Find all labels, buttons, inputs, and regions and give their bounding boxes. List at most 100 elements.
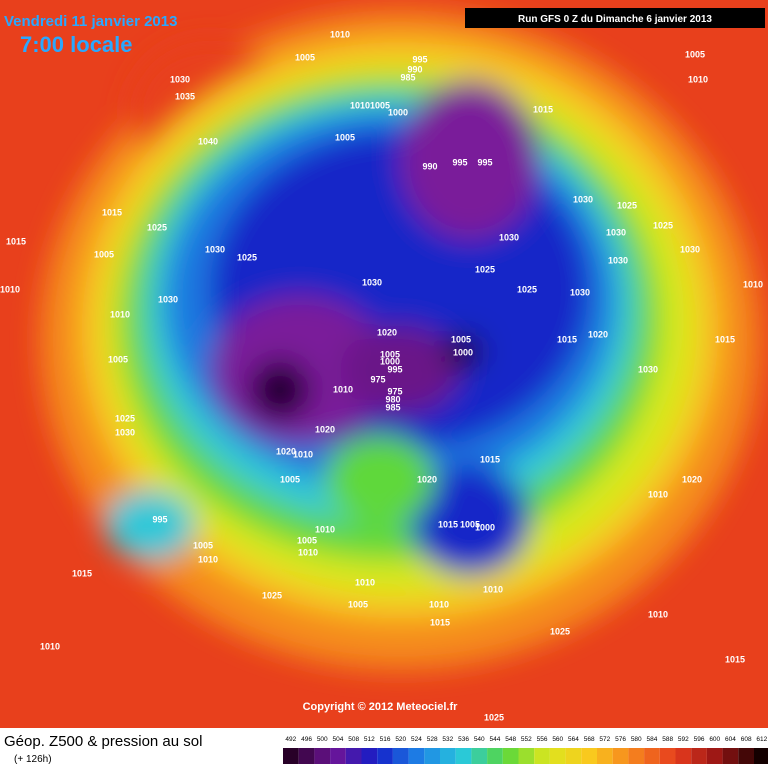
scale-swatch — [361, 748, 378, 764]
pressure-label: 1010 — [648, 489, 668, 499]
pressure-label: 1005 — [460, 519, 480, 529]
pressure-label: 1015 — [72, 568, 92, 578]
pressure-label: 1025 — [262, 590, 282, 600]
scale-swatch — [534, 748, 550, 764]
pressure-label: 1005 — [295, 52, 315, 62]
scale-label: 524 — [411, 736, 422, 743]
scale-label: 572 — [599, 736, 610, 743]
scale-label: 580 — [631, 736, 642, 743]
scale-swatch — [298, 748, 315, 764]
pressure-label: 1025 — [115, 413, 135, 423]
scale-swatch — [549, 748, 566, 764]
scale-swatch — [502, 748, 519, 764]
pressure-label: 1005 — [335, 132, 355, 142]
scale-swatch — [345, 748, 362, 764]
pressure-label: 1025 — [517, 284, 537, 294]
pressure-label: 1025 — [653, 220, 673, 230]
scale-label: 532 — [442, 736, 453, 743]
pressure-label: 1025 — [617, 200, 637, 210]
pressure-label: 1015 — [725, 654, 745, 664]
pressure-label: 975 — [387, 386, 402, 396]
pressure-label: 995 — [387, 364, 402, 374]
pressure-label: 1015 — [480, 454, 500, 464]
pressure-label: 985 — [400, 72, 415, 82]
pressure-label: 975 — [370, 374, 385, 384]
pressure-label: 1010 — [648, 609, 668, 619]
scale-label: 496 — [301, 736, 312, 743]
pressure-label: 1030 — [570, 287, 590, 297]
pressure-label: 1005 — [108, 354, 128, 364]
pressure-label: 1015 — [430, 617, 450, 627]
scale-label: 548 — [505, 736, 516, 743]
pressure-label: 1030 — [115, 427, 135, 437]
scale-label: 504 — [333, 736, 344, 743]
pressure-label: 1005 — [380, 349, 400, 359]
pressure-label: 1015 — [557, 334, 577, 344]
pressure-label: 1005 — [348, 599, 368, 609]
pressure-label: 1020 — [588, 329, 608, 339]
run-info: Run GFS 0 Z du Dimanche 6 janvier 2013 — [518, 14, 712, 25]
pressure-label: 1025 — [147, 222, 167, 232]
pressure-label: 1030 — [608, 255, 628, 265]
pressure-label: 1025 — [484, 712, 504, 722]
pressure-label: 1010 — [355, 577, 375, 587]
scale-label: 556 — [537, 736, 548, 743]
pressure-label: 1015 — [438, 519, 458, 529]
pressure-label: 1010 — [743, 279, 763, 289]
scale-swatch — [455, 748, 472, 764]
scale-swatch — [706, 748, 723, 764]
scale-swatch — [722, 748, 739, 764]
scale-swatch — [644, 748, 660, 764]
pressure-label: 1020 — [682, 474, 702, 484]
pressure-label: 1005 — [297, 535, 317, 545]
pressure-label: 1030 — [606, 227, 626, 237]
pressure-label: 1015 — [102, 207, 122, 217]
run-banner — [465, 8, 765, 28]
pressure-label: 990 — [407, 64, 422, 74]
pressure-label: 1010 — [350, 100, 370, 110]
pressure-label: 1035 — [175, 91, 195, 101]
copyright: Copyright © 2012 Meteociel.fr — [303, 701, 459, 713]
pressure-label: 1030 — [362, 277, 382, 287]
scale-label: 568 — [584, 736, 595, 743]
scale-label: 588 — [662, 736, 673, 743]
pressure-label: 1005 — [370, 100, 390, 110]
pressure-label: 1010 — [40, 641, 60, 651]
valid-date: Vendredi 11 janvier 2013 — [4, 13, 177, 30]
scale-label: 608 — [741, 736, 752, 743]
scale-swatch — [392, 748, 409, 764]
pressure-label: 1020 — [315, 424, 335, 434]
scale-label: 600 — [709, 736, 720, 743]
pressure-label: 1010 — [315, 524, 335, 534]
geopotential-field — [0, 0, 768, 728]
scale-swatch — [675, 748, 692, 764]
scale-swatch — [628, 748, 645, 764]
scale-label: 544 — [490, 736, 501, 743]
pressure-label: 1000 — [475, 522, 495, 532]
scale-label: 596 — [694, 736, 705, 743]
scale-label: 512 — [364, 736, 375, 743]
pressure-label: 1000 — [388, 107, 408, 117]
pressure-label: 1025 — [475, 264, 495, 274]
scale-swatch — [330, 748, 346, 764]
pressure-label: 985 — [385, 402, 400, 412]
pressure-label: 1030 — [573, 194, 593, 204]
color-scale: 492 496 500 504 508 512 516 520 524 528 532 536 540 5… — [283, 736, 768, 764]
pressure-label: 1010 — [298, 547, 318, 557]
scale-swatch — [440, 748, 456, 764]
pressure-label: 995 — [412, 54, 427, 64]
pressure-label: 1005 — [280, 474, 300, 484]
pressure-label: 1000 — [380, 356, 400, 366]
scale-swatch — [691, 748, 707, 764]
scale-label: 516 — [380, 736, 391, 743]
pressure-label: 1010 — [293, 449, 313, 459]
pressure-label: 1005 — [685, 49, 705, 59]
pressure-label: 1030 — [499, 232, 519, 242]
pressure-label: 1025 — [237, 252, 257, 262]
pressure-label: 1015 — [6, 236, 26, 246]
scale-swatch — [738, 748, 754, 764]
pressure-label: 1010 — [429, 599, 449, 609]
scale-label: 520 — [395, 736, 406, 743]
pressure-label: 1000 — [453, 347, 473, 357]
